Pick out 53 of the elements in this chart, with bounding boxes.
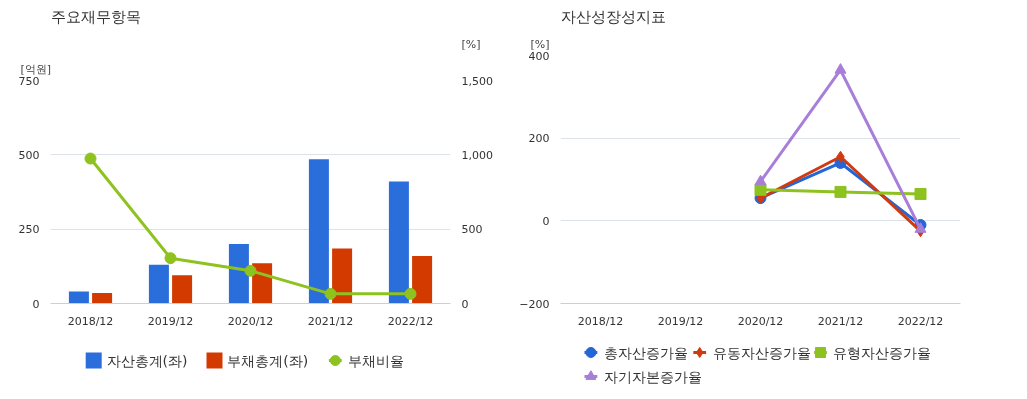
point [404,287,417,300]
y-tick-label: 250 [18,223,40,237]
y-tick-label: 400 [528,49,550,63]
x-tick-label: 2018/12 [67,314,114,328]
point [84,152,97,165]
bar [412,255,433,304]
x-tick-label: 2018/12 [577,314,624,328]
point [914,187,927,200]
bar [332,248,353,304]
x-tick-label: 2021/12 [817,314,864,328]
bar [92,293,113,304]
bar [172,275,193,304]
y2-tick-label: 500 [461,223,483,237]
bar [388,181,409,304]
y-axis-title: [억원] [20,62,52,76]
chart-title: 자산성장성지표 [560,7,666,26]
point [324,287,337,300]
y-tick-label: 0 [32,297,40,311]
legend-label: 부채총계(좌) [227,352,309,369]
x-tick-label: 2021/12 [307,314,354,328]
y-tick-label: 750 [18,74,40,88]
point [754,183,767,196]
point [834,63,847,74]
x-tick-label: 2019/12 [147,314,194,328]
bar [148,264,169,304]
legend-label: 자기자본증가율 [603,368,702,385]
bar [228,244,249,304]
y-tick-label: 500 [18,148,40,162]
y2-axis-title: [%] [461,37,481,51]
y2-tick-label: 1,500 [461,74,493,88]
x-tick-label: 2020/12 [227,314,274,328]
legend-label: 부채비율 [348,352,405,369]
x-tick-label: 2019/12 [657,314,704,328]
legend-label: 자산총계(좌) [106,352,188,369]
point [164,252,177,265]
x-tick-label: 2020/12 [737,314,784,328]
x-tick-label: 2022/12 [387,314,434,328]
y2-tick-label: 0 [461,297,469,311]
y-tick-label: −200 [519,297,550,311]
y2-tick-label: 1,000 [461,148,493,162]
point [834,185,847,198]
bar [68,291,89,304]
point [754,174,767,186]
point [244,264,257,277]
bar [308,159,329,304]
chart-title: 주요재무항목 [50,7,141,26]
y-tick-label: 200 [528,132,550,146]
legend-label: 유형자산증가율 [833,344,932,361]
legend-label: 유동자산증가율 [712,344,811,361]
y-axis-title: [%] [530,37,550,51]
x-tick-label: 2022/12 [897,314,944,328]
y-tick-label: 0 [542,214,550,228]
legend-label: 총자산증가율 [603,344,688,361]
